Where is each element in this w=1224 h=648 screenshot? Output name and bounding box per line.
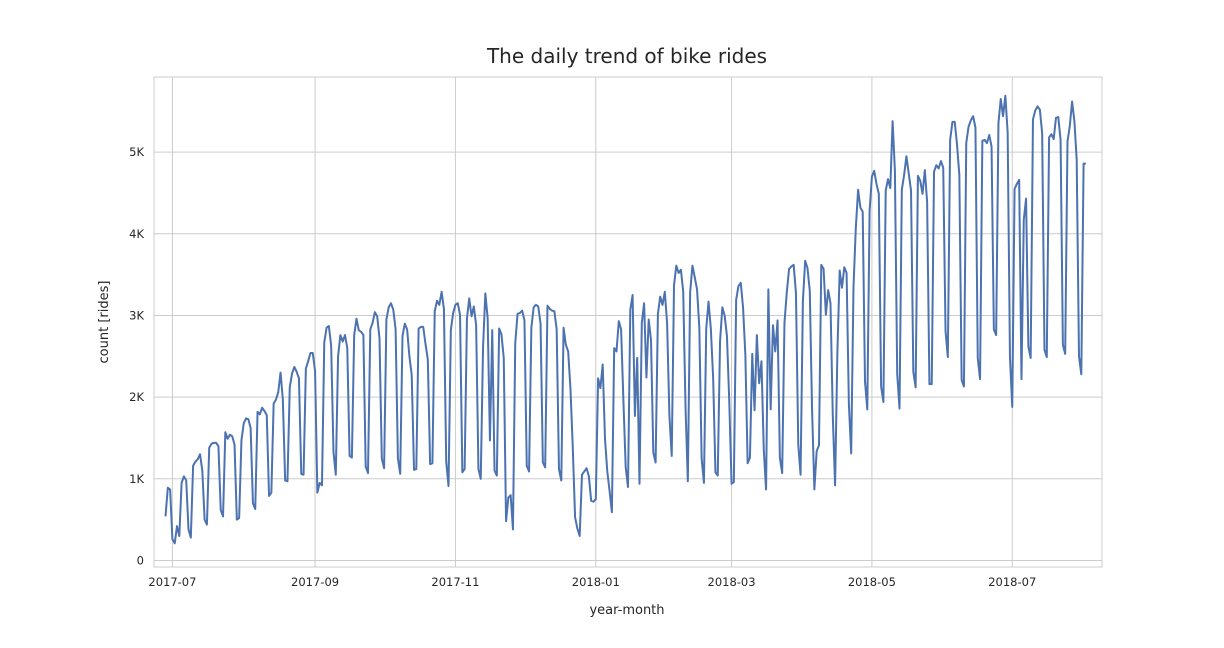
x-gridlines bbox=[171, 77, 1013, 567]
x-tick-label: 2017-07 bbox=[148, 575, 196, 589]
y-axis-label: count [rides] bbox=[97, 281, 112, 364]
y-tick-label: 0 bbox=[137, 553, 144, 567]
chart-title: The daily trend of bike rides bbox=[486, 44, 767, 68]
x-tick-label: 2018-05 bbox=[848, 575, 896, 589]
y-tick-label: 5K bbox=[129, 145, 144, 159]
x-tick-label: 2018-03 bbox=[708, 575, 756, 589]
x-tick-label: 2017-09 bbox=[291, 575, 339, 589]
y-tick-label: 3K bbox=[129, 308, 144, 322]
y-tick-label: 2K bbox=[129, 390, 144, 404]
x-tick-labels: 2017-07 2017-09 2017-11 2018-01 2018-03 2018-… bbox=[148, 575, 1036, 589]
x-tick-label: 2018-07 bbox=[988, 575, 1036, 589]
y-tick-label: 1K bbox=[129, 472, 144, 486]
y-tick-labels: 0 1K 2K 3K 4K 5K bbox=[129, 145, 144, 567]
x-tick-label: 2018-01 bbox=[572, 575, 620, 589]
plot-area-frame bbox=[153, 76, 1103, 568]
series-line-daily-rides bbox=[164, 94, 1086, 545]
y-tick-label: 4K bbox=[129, 227, 144, 241]
x-tick-label: 2017-11 bbox=[431, 575, 479, 589]
x-axis-label: year-month bbox=[589, 603, 664, 618]
